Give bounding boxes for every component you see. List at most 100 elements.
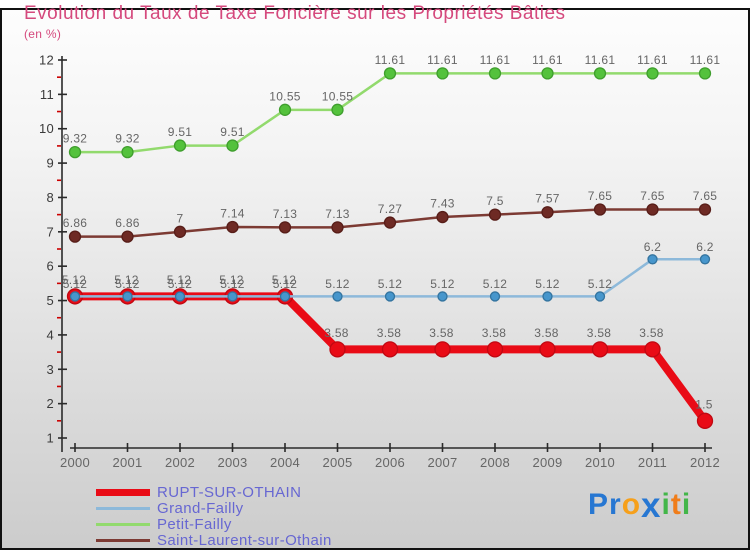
data-point-rupt-sur-othain xyxy=(381,341,399,358)
data-label: 7.65 xyxy=(640,189,665,203)
data-point-saint-laurent-sur-othain xyxy=(541,206,554,219)
x-axis-tick-label: 2003 xyxy=(217,455,247,470)
x-axis-tick-label: 2010 xyxy=(585,455,615,470)
x-axis-tick-label: 2004 xyxy=(270,455,300,470)
data-label: 6.2 xyxy=(644,240,662,254)
data-point-saint-laurent-sur-othain xyxy=(698,203,712,216)
data-label: 5.12 xyxy=(115,277,140,291)
y-axis-tick-label: 10 xyxy=(39,121,54,136)
data-point-rupt-sur-othain xyxy=(329,341,346,358)
data-label: 5.12 xyxy=(220,277,245,291)
data-point-petit-failly xyxy=(646,67,659,80)
data-label: 5.12 xyxy=(219,273,244,287)
data-point-petit-failly xyxy=(488,67,502,80)
data-point-grand-failly xyxy=(174,291,186,302)
legend-label: Saint-Laurent-sur-Othain xyxy=(157,531,332,549)
logo-letter: r xyxy=(609,488,622,521)
data-label: 11.61 xyxy=(637,53,668,67)
data-point-grand-failly xyxy=(279,291,291,302)
data-label: 3.58 xyxy=(639,326,664,340)
data-label: 11.61 xyxy=(585,53,616,67)
data-label: 9.32 xyxy=(63,132,88,146)
data-label: 7.57 xyxy=(535,192,560,206)
proxiti-logo: Proxiti xyxy=(588,488,692,523)
data-label: 5.12 xyxy=(535,277,560,291)
data-point-petit-failly xyxy=(383,67,397,80)
legend-item-saint-laurent-sur-othain: Saint-Laurent-sur-Othain xyxy=(96,532,332,548)
data-label: 9.51 xyxy=(220,125,245,139)
data-label: 5.12 xyxy=(62,273,87,287)
x-axis-tick-label: 2000 xyxy=(60,455,90,470)
data-point-rupt-sur-othain xyxy=(644,341,661,358)
chart-subtitle: (en %) xyxy=(24,27,62,41)
data-label: 5.12 xyxy=(167,273,192,287)
data-point-petit-failly xyxy=(173,139,187,152)
data-label: 7.14 xyxy=(220,207,245,221)
y-axis-tick-label: 1 xyxy=(46,431,54,446)
x-axis-tick-label: 2008 xyxy=(480,455,510,470)
data-point-saint-laurent-sur-othain xyxy=(436,210,449,224)
series-line-petit-failly xyxy=(73,72,707,154)
data-label: 3.58 xyxy=(534,326,559,340)
data-label: 7.13 xyxy=(273,207,298,221)
data-label: 5.12 xyxy=(430,277,455,291)
data-point-rupt-sur-othain xyxy=(591,341,609,358)
logo-letter: t xyxy=(670,488,682,521)
data-label: 5.12 xyxy=(63,277,88,291)
data-label: 9.32 xyxy=(115,132,140,146)
data-point-grand-failly xyxy=(227,291,238,302)
data-label: 7.5 xyxy=(486,194,504,208)
x-axis-tick-label: 2007 xyxy=(427,455,457,470)
data-label: 1.5 xyxy=(695,397,713,411)
data-label: 7 xyxy=(177,211,184,225)
data-label: 5.12 xyxy=(325,277,350,291)
legend-swatch-grand-failly xyxy=(96,507,150,511)
data-label: 5.12 xyxy=(168,277,193,291)
y-axis-tick-label: 11 xyxy=(40,87,54,102)
y-axis-tick-label: 8 xyxy=(46,190,54,205)
y-axis-tick-label: 6 xyxy=(46,259,54,274)
data-point-grand-failly xyxy=(69,291,81,302)
legend-swatch-saint-laurent-sur-othain xyxy=(96,538,150,542)
data-label: 3.58 xyxy=(587,326,612,340)
data-point-grand-failly xyxy=(384,291,396,302)
data-point-petit-failly xyxy=(68,145,82,159)
y-axis-tick-label: 5 xyxy=(46,293,54,308)
logo-letter: o xyxy=(621,488,642,521)
legend-label: Petit-Failly xyxy=(157,515,232,533)
x-axis-tick-label: 2012 xyxy=(690,455,720,470)
chart-title: Evolution du Taux de Taxe Foncière sur l… xyxy=(24,3,566,24)
data-label: 7.13 xyxy=(325,207,350,221)
legend-label: RUPT-SUR-OTHAIN xyxy=(157,484,302,502)
data-point-petit-failly xyxy=(226,139,239,152)
x-axis-tick-label: 2009 xyxy=(532,455,562,470)
data-point-petit-failly xyxy=(331,103,344,116)
data-point-saint-laurent-sur-othain xyxy=(121,230,134,243)
data-point-saint-laurent-sur-othain xyxy=(173,225,187,238)
legend: RUPT-SUR-OTHAIN Grand-Failly Petit-Faill… xyxy=(96,485,332,548)
data-label: 11.61 xyxy=(427,53,458,67)
data-point-petit-failly xyxy=(593,67,607,80)
data-point-saint-laurent-sur-othain xyxy=(383,216,397,229)
x-axis-tick-label: 2006 xyxy=(375,455,405,470)
x-axis-tick-label: 2001 xyxy=(112,455,142,470)
data-label: 7.43 xyxy=(430,197,455,211)
data-point-grand-failly xyxy=(699,254,711,265)
data-label: 3.58 xyxy=(377,326,402,340)
data-point-petit-failly xyxy=(436,67,449,80)
data-label: 7.27 xyxy=(378,202,403,216)
y-axis-tick-label: 2 xyxy=(46,396,54,411)
data-point-saint-laurent-sur-othain xyxy=(226,220,239,234)
data-point-saint-laurent-sur-othain xyxy=(488,208,502,221)
data-label: 6.2 xyxy=(696,240,714,254)
legend-item-rupt-sur-othain: RUPT-SUR-OTHAIN xyxy=(96,485,332,501)
data-label: 5.12 xyxy=(272,273,297,287)
data-label: 5.12 xyxy=(114,273,139,287)
data-label: 3.58 xyxy=(429,326,454,340)
logo-letter: i xyxy=(681,488,692,521)
data-label: 11.61 xyxy=(480,53,511,67)
data-point-grand-failly xyxy=(437,291,448,302)
legend-item-grand-failly: Grand-Failly xyxy=(96,501,332,517)
data-point-saint-laurent-sur-othain xyxy=(593,203,607,216)
